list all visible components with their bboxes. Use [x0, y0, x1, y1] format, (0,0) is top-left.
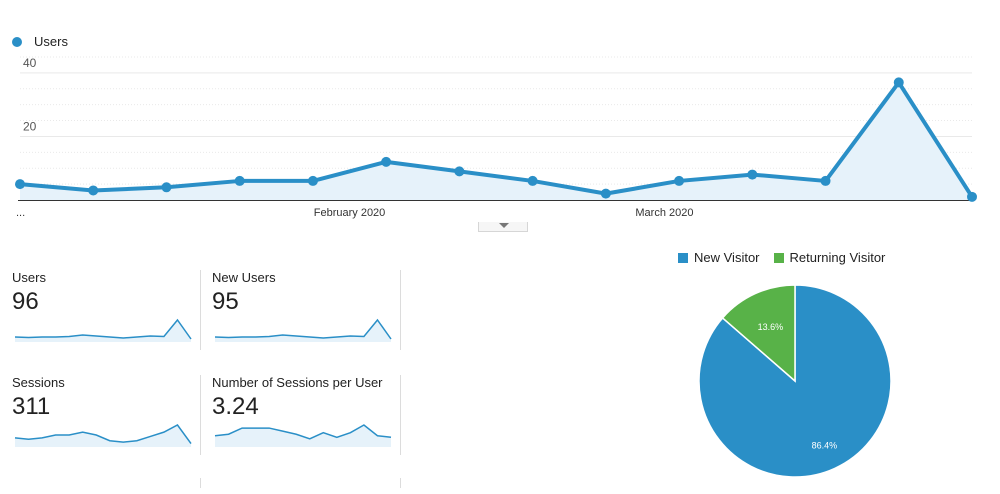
users-data-point[interactable]	[381, 156, 392, 167]
tile-divider	[400, 375, 401, 455]
users-data-point[interactable]	[820, 175, 831, 186]
users-data-point[interactable]	[307, 175, 318, 186]
users-line-chart: 20 40... February 2020 March 2020	[15, 56, 977, 219]
metric-sparkline	[14, 424, 192, 447]
users-line	[19, 80, 974, 198]
legend-label-returning-visitor: Returning Visitor	[789, 250, 886, 265]
x-tick-label: ...	[16, 207, 25, 219]
users-data-point[interactable]	[674, 175, 685, 186]
sparkline-line	[214, 318, 392, 340]
y-tick-label: 40	[23, 56, 37, 70]
metric-tile[interactable]: Users 96	[12, 270, 200, 360]
users-data-point[interactable]	[600, 188, 611, 199]
pie-chart-legend: New Visitor Returning Visitor	[678, 250, 885, 265]
users-legend-label: Users	[34, 34, 68, 49]
metric-label: Number of Sessions per User	[212, 375, 383, 390]
metric-tile[interactable]: Sessions 311	[12, 375, 200, 465]
sparkline-line	[14, 424, 192, 445]
users-data-point[interactable]	[527, 175, 538, 186]
returning-visitor-swatch	[773, 252, 784, 263]
metric-sparkline	[214, 424, 392, 447]
sparkline-area	[15, 425, 191, 447]
users-legend-dot	[12, 36, 22, 47]
chart-collapse-toggle[interactable]	[478, 222, 528, 232]
metric-sparkline	[14, 318, 192, 342]
legend-item-returning-visitor: Returning Visitor	[773, 250, 886, 265]
users-data-point[interactable]	[161, 182, 172, 193]
legend-label-new-visitor: New Visitor	[694, 250, 760, 265]
sparkline-area	[215, 320, 391, 342]
tile-divider	[200, 375, 201, 455]
metric-tile[interactable]: Number of Sessions per User 3.24	[212, 375, 400, 465]
metric-value: 95	[212, 288, 239, 315]
users-data-point[interactable]	[234, 175, 245, 186]
sparkline-line	[14, 318, 192, 340]
new-visitor-swatch	[678, 252, 688, 263]
sparkline-area	[215, 425, 391, 447]
metric-label: New Users	[212, 270, 276, 285]
metric-label: Sessions	[12, 375, 65, 390]
tile-divider	[200, 270, 201, 350]
legend-item-new-visitor: New Visitor	[678, 250, 760, 265]
pie-slice-returning-visitor[interactable]	[721, 284, 796, 383]
visitor-type-pie-chart: 86.4% 13.6%	[698, 284, 892, 478]
users-data-point[interactable]	[893, 77, 904, 88]
metric-sparkline	[214, 318, 392, 342]
users-data-point[interactable]	[15, 179, 25, 190]
metric-value: 3.24	[212, 393, 259, 420]
tile-divider	[400, 478, 401, 488]
sparkline-line	[214, 424, 392, 440]
y-tick-label: 20	[23, 119, 37, 133]
metric-tile[interactable]: New Users 95	[212, 270, 400, 360]
tile-divider	[200, 478, 201, 488]
sparkline-area	[15, 320, 191, 342]
users-data-point[interactable]	[747, 169, 758, 180]
x-tick-label: March 2020	[635, 207, 693, 219]
metric-value: 96	[12, 288, 39, 315]
metric-label: Users	[12, 270, 46, 285]
x-tick-label: February 2020	[314, 207, 386, 219]
metric-value: 311	[12, 393, 51, 420]
chevron-down-icon	[499, 223, 509, 228]
line-chart-legend: Users	[12, 34, 68, 49]
users-data-point[interactable]	[967, 191, 977, 202]
users-data-point[interactable]	[454, 166, 465, 177]
users-data-point[interactable]	[88, 185, 99, 196]
tile-divider	[400, 270, 401, 350]
pie-slice-label: 86.4%	[812, 441, 838, 451]
pie-slice-label: 13.6%	[758, 322, 784, 332]
